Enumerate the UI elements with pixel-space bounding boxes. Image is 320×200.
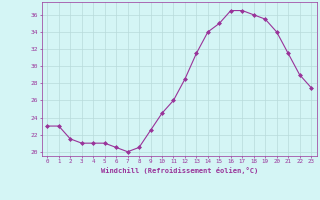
X-axis label: Windchill (Refroidissement éolien,°C): Windchill (Refroidissement éolien,°C) bbox=[100, 167, 258, 174]
